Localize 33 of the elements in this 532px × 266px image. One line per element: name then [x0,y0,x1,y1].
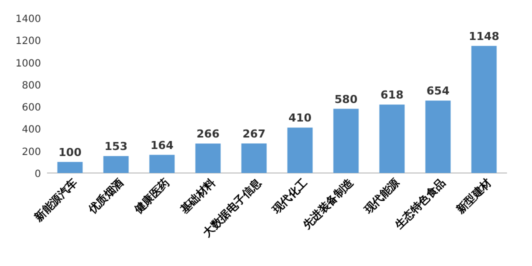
data-label: 410 [288,112,312,125]
data-label: 100 [58,146,82,159]
bar [149,154,175,173]
data-label: 153 [104,140,128,154]
bar [333,108,359,173]
y-tick-label: 800 [22,80,41,92]
data-label: 266 [196,128,220,141]
data-label: 267 [242,127,266,140]
x-tick-label: 基础材料 [177,176,218,217]
bar [241,143,267,173]
bar [471,46,497,173]
bar [57,162,83,173]
x-tick-label: 现代化工 [269,176,310,217]
y-tick-label: 600 [22,102,41,114]
y-tick-label: 1200 [16,36,41,48]
bar [425,100,451,173]
x-tick-label: 优质烟酒 [85,176,126,217]
bar [195,144,221,173]
x-tick-label: 现代能源 [361,175,403,217]
bar [379,104,405,173]
data-label: 654 [426,84,450,98]
y-tick-label: 1400 [16,14,41,25]
y-tick-label: 400 [22,124,41,136]
bar [103,156,129,173]
y-tick-label: 200 [22,146,41,158]
bar [287,128,313,173]
y-tick-label: 1000 [16,58,41,70]
data-label: 164 [150,138,174,152]
x-tick-label: 健康医药 [131,176,172,217]
x-tick-label: 新型建材 [453,176,494,217]
data-label: 618 [380,88,404,102]
data-label: 1148 [468,30,500,43]
data-label: 580 [334,92,358,106]
